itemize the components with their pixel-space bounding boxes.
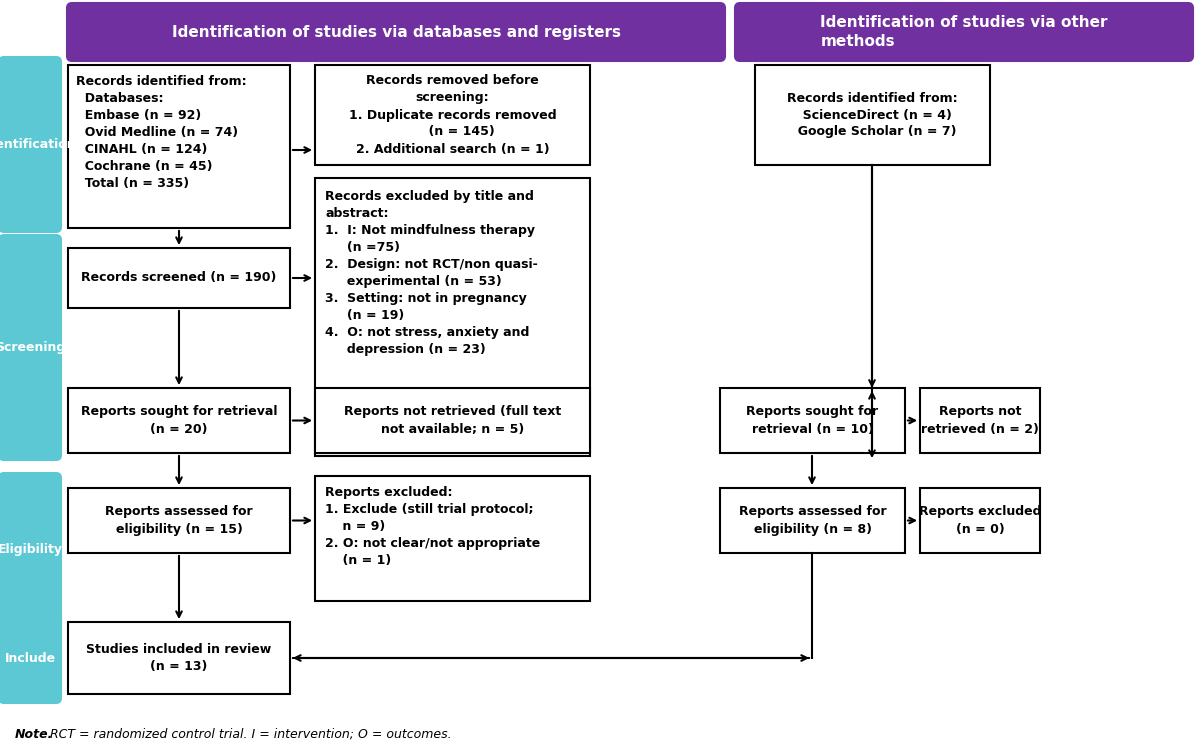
- FancyBboxPatch shape: [734, 3, 1193, 61]
- Text: Reports not
retrieved (n = 2): Reports not retrieved (n = 2): [922, 405, 1039, 435]
- FancyBboxPatch shape: [68, 248, 290, 308]
- FancyBboxPatch shape: [0, 235, 61, 460]
- FancyBboxPatch shape: [67, 3, 725, 61]
- FancyBboxPatch shape: [720, 488, 905, 553]
- Text: Reports sought for retrieval
(n = 20): Reports sought for retrieval (n = 20): [80, 405, 277, 435]
- Text: RCT = randomized control trial. I = intervention; O = outcomes.: RCT = randomized control trial. I = inte…: [46, 728, 451, 741]
- FancyBboxPatch shape: [755, 65, 990, 165]
- FancyBboxPatch shape: [68, 65, 290, 228]
- Text: Identification of studies via other
methods: Identification of studies via other meth…: [821, 14, 1108, 49]
- FancyBboxPatch shape: [68, 388, 290, 453]
- Text: Identification of studies via databases and registers: Identification of studies via databases …: [172, 25, 620, 40]
- Text: Screening: Screening: [0, 341, 65, 354]
- Text: Include: Include: [5, 652, 55, 664]
- FancyBboxPatch shape: [720, 388, 905, 453]
- Text: Identification: Identification: [0, 138, 77, 151]
- Text: Records removed before
screening:
1. Duplicate records removed
    (n = 145)
2. : Records removed before screening: 1. Dup…: [349, 74, 557, 156]
- FancyBboxPatch shape: [0, 57, 61, 232]
- Text: Reports assessed for
eligibility (n = 15): Reports assessed for eligibility (n = 15…: [106, 506, 253, 536]
- FancyBboxPatch shape: [920, 488, 1040, 553]
- FancyBboxPatch shape: [68, 488, 290, 553]
- Text: Records screened (n = 190): Records screened (n = 190): [82, 271, 277, 285]
- Text: Records identified from:
  ScienceDirect (n = 4)
  Google Scholar (n = 7): Records identified from: ScienceDirect (…: [787, 91, 958, 139]
- FancyBboxPatch shape: [314, 476, 590, 601]
- Text: Records excluded by title and
abstract:
1.  I: Not mindfulness therapy
     (n =: Records excluded by title and abstract: …: [325, 190, 538, 356]
- FancyBboxPatch shape: [314, 65, 590, 165]
- Text: Reports assessed for
eligibility (n = 8): Reports assessed for eligibility (n = 8): [739, 506, 887, 536]
- Text: Note.: Note.: [14, 728, 53, 741]
- Text: Reports excluded:
1. Exclude (still trial protocol;
    n = 9)
2. O: not clear/n: Reports excluded: 1. Exclude (still tria…: [325, 486, 540, 567]
- FancyBboxPatch shape: [314, 178, 590, 456]
- Text: Reports sought for
retrieval (n = 10): Reports sought for retrieval (n = 10): [746, 405, 878, 435]
- FancyBboxPatch shape: [68, 622, 290, 694]
- FancyBboxPatch shape: [0, 473, 61, 628]
- FancyBboxPatch shape: [920, 388, 1040, 453]
- Text: Reports excluded
(n = 0): Reports excluded (n = 0): [919, 506, 1042, 536]
- Text: Records identified from:
  Databases:
  Embase (n = 92)
  Ovid Medline (n = 74)
: Records identified from: Databases: Emba…: [76, 75, 247, 190]
- Text: Studies included in review
(n = 13): Studies included in review (n = 13): [86, 643, 271, 673]
- FancyBboxPatch shape: [314, 388, 590, 453]
- FancyBboxPatch shape: [0, 613, 61, 703]
- Text: Reports not retrieved (full text
not available; n = 5): Reports not retrieved (full text not ava…: [344, 405, 562, 435]
- Text: Eligibility: Eligibility: [0, 544, 62, 557]
